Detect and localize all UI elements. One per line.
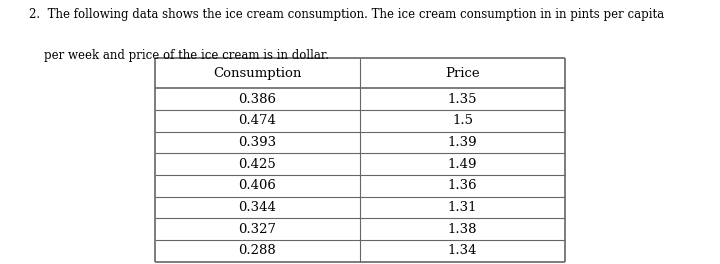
Text: Consumption: Consumption xyxy=(213,67,302,80)
Text: 0.288: 0.288 xyxy=(238,244,276,257)
Text: 1.36: 1.36 xyxy=(448,179,477,192)
Text: 0.327: 0.327 xyxy=(238,223,276,236)
Text: 1.49: 1.49 xyxy=(448,158,477,171)
Text: Price: Price xyxy=(445,67,480,80)
Text: 1.35: 1.35 xyxy=(448,93,477,106)
Text: 1.31: 1.31 xyxy=(448,201,477,214)
Text: 0.425: 0.425 xyxy=(238,158,276,171)
Text: 1.5: 1.5 xyxy=(452,114,473,128)
Text: 0.406: 0.406 xyxy=(238,179,276,192)
Text: per week and price of the ice cream is in dollar.: per week and price of the ice cream is i… xyxy=(29,49,329,62)
Text: 1.39: 1.39 xyxy=(448,136,477,149)
Text: 0.474: 0.474 xyxy=(238,114,276,128)
Text: 0.344: 0.344 xyxy=(238,201,276,214)
Text: 2.  The following data shows the ice cream consumption. The ice cream consumptio: 2. The following data shows the ice crea… xyxy=(29,8,664,21)
Text: 0.393: 0.393 xyxy=(238,136,276,149)
Text: 1.34: 1.34 xyxy=(448,244,477,257)
Text: 0.386: 0.386 xyxy=(238,93,276,106)
Text: 1.38: 1.38 xyxy=(448,223,477,236)
